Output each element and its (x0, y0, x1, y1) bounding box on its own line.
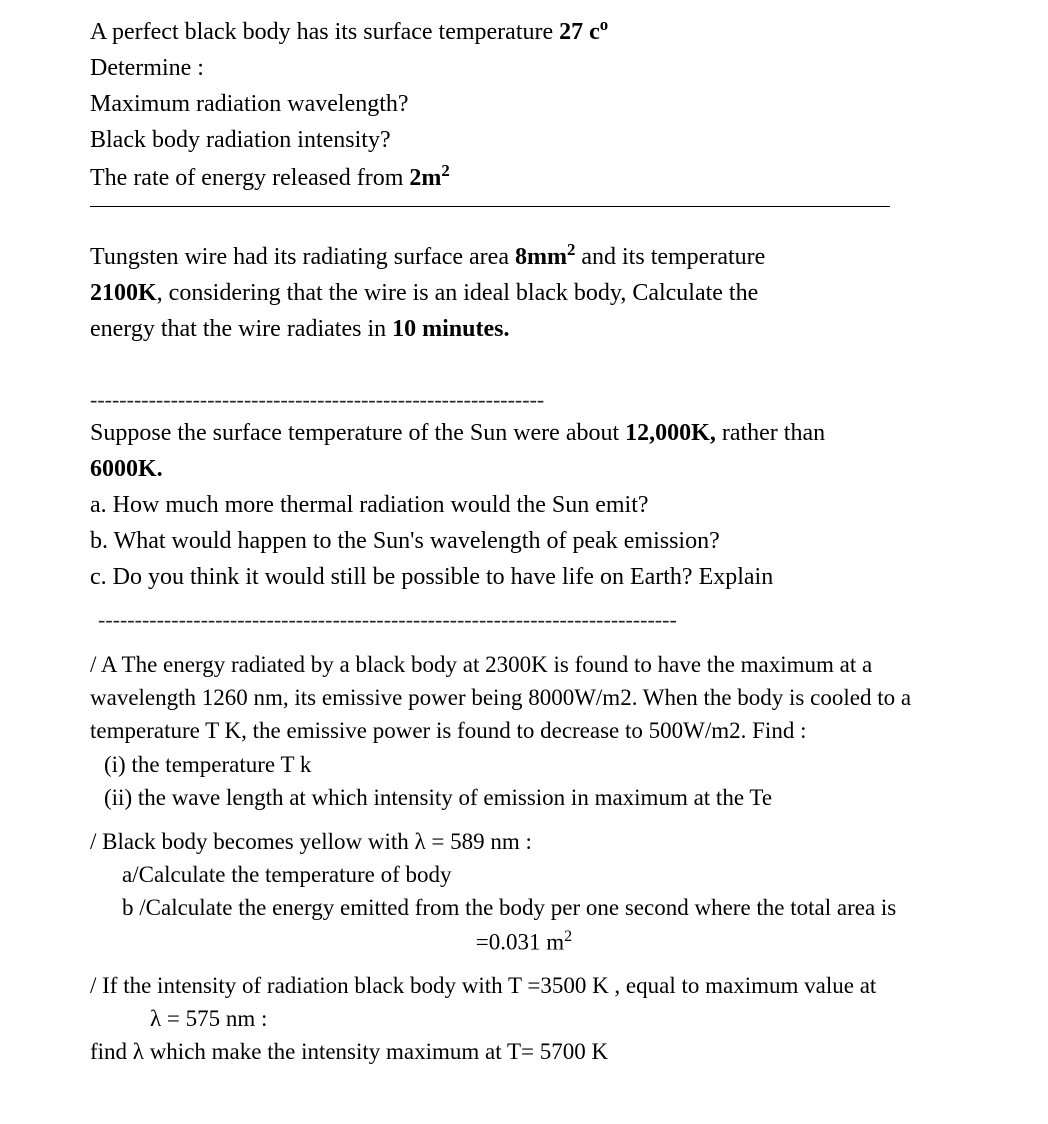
p5-line1: / Black body becomes yellow with λ = 589… (90, 825, 958, 858)
p4-line3: temperature T K, the emissive power is f… (90, 714, 958, 747)
p2-line2: 2100K, considering that the wire is an i… (90, 275, 958, 311)
p1-l5-text: The rate of energy released from (90, 165, 409, 191)
dash-separator-1: ----------------------------------------… (90, 387, 958, 413)
p3-l2: 6000K. (90, 456, 163, 482)
page: A perfect black body has its surface tem… (0, 0, 1048, 1099)
p3-line5: c. Do you think it would still be possib… (90, 559, 958, 595)
p1-l1-sup: o (600, 15, 608, 34)
divider-1 (90, 206, 890, 207)
p1-line4: Black body radiation intensity? (90, 122, 958, 158)
p4-line5: (ii) the wave length at which intensity … (90, 781, 958, 814)
p1-l1-bold: 27 c (559, 19, 600, 45)
problem-6: / If the intensity of radiation black bo… (90, 969, 958, 1069)
p2-line1: Tungsten wire had its radiating surface … (90, 237, 958, 275)
p5-l4a: =0.031 m (476, 929, 564, 954)
p2-l3a: energy that the wire radiates in (90, 316, 392, 342)
p1-l5-bold: 2m (409, 165, 441, 191)
p3-line1: Suppose the surface temperature of the S… (90, 415, 958, 451)
p3-line2: 6000K. (90, 451, 958, 487)
p3-l1b: 12,000K, (625, 420, 716, 446)
p2-l2a: 2100K (90, 280, 157, 306)
p6-line3: find λ which make the intensity maximum … (90, 1035, 958, 1068)
p1-line5: The rate of energy released from 2m2 (90, 158, 958, 196)
p1-line2: Determine : (90, 50, 958, 86)
p3-l1a: Suppose the surface temperature of the S… (90, 420, 625, 446)
problem-4: / A The energy radiated by a black body … (90, 648, 958, 815)
p1-l1-text: A perfect black body has its surface tem… (90, 19, 559, 45)
problem-1: A perfect black body has its surface tem… (90, 12, 958, 196)
p1-line1: A perfect black body has its surface tem… (90, 12, 958, 50)
problem-5: / Black body becomes yellow with λ = 589… (90, 825, 958, 959)
p6-line2: λ = 575 nm : (90, 1002, 958, 1035)
p5-line3: b /Calculate the energy emitted from the… (90, 891, 958, 924)
p5-line2: a/Calculate the temperature of body (90, 858, 958, 891)
p1-l5-sup: 2 (441, 161, 449, 180)
p1-line3: Maximum radiation wavelength? (90, 86, 958, 122)
p3-l1c: rather than (716, 420, 825, 446)
p2-l2b: , considering that the wire is an ideal … (157, 280, 759, 306)
p4-line1: / A The energy radiated by a black body … (90, 648, 958, 681)
p4-line4: (i) the temperature T k (90, 748, 958, 781)
problem-2: Tungsten wire had its radiating surface … (90, 237, 958, 347)
dash-separator-2: ----------------------------------------… (98, 607, 958, 633)
p5-line4: =0.031 m2 (90, 925, 958, 959)
p2-line3: energy that the wire radiates in 10 minu… (90, 311, 958, 347)
p6-line1: / If the intensity of radiation black bo… (90, 969, 958, 1002)
p3-line4: b. What would happen to the Sun's wavele… (90, 523, 958, 559)
p2-l1a: Tungsten wire had its radiating surface … (90, 244, 515, 270)
p4-line2: wavelength 1260 nm, its emissive power b… (90, 681, 958, 714)
problem-3: Suppose the surface temperature of the S… (90, 415, 958, 595)
p2-l3b: 10 minutes. (392, 316, 509, 342)
p2-l1b: 8mm (515, 244, 567, 270)
p3-line3: a. How much more thermal radiation would… (90, 487, 958, 523)
p2-l1c: and its temperature (575, 244, 765, 270)
p5-l4sup: 2 (564, 928, 572, 945)
